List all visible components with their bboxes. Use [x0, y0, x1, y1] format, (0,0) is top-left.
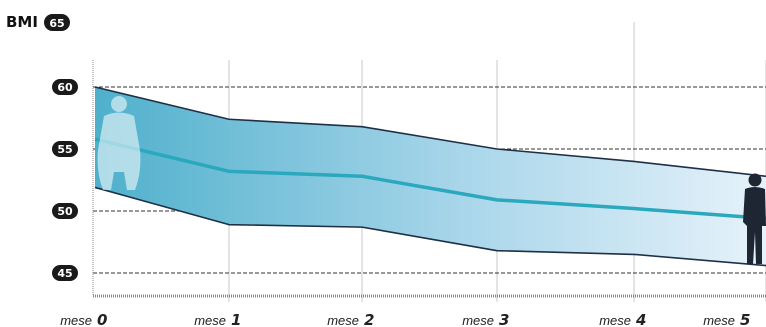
x-tick-prefix: mese — [327, 313, 359, 327]
y-tick-badge — [52, 141, 78, 157]
y-tick-label: 50 — [57, 205, 73, 218]
x-tick-prefix: mese — [462, 313, 494, 327]
band-area — [95, 87, 766, 266]
axes: 60 55 50 45 mese 0 mese 1 mese 2 mese 3 mese 4 mese 5 — [52, 60, 766, 327]
bmi-band — [94, 86, 766, 267]
chart-title: BMI — [6, 13, 38, 31]
x-tick-label: 4 — [635, 311, 646, 327]
y-tick-badge — [52, 265, 78, 281]
y-tick-badge — [52, 79, 78, 95]
x-tick-label: 5 — [740, 311, 750, 327]
x-tick-prefix: mese — [194, 313, 226, 327]
slim-silhouette-icon — [743, 173, 766, 264]
x-tick-label: 3 — [499, 311, 509, 327]
middle-trend-line — [94, 137, 766, 221]
title-badge-background — [44, 14, 70, 31]
y-tick-label: 55 — [57, 143, 72, 156]
x-tick-prefix: mese — [60, 313, 92, 327]
title-badge: 65 — [44, 14, 70, 31]
x-tick-label: 1 — [231, 311, 241, 327]
y-tick-label: 60 — [57, 81, 73, 94]
y-tick-label: 45 — [57, 267, 72, 280]
x-tick-label: 2 — [364, 311, 374, 327]
x-tick-label: 0 — [97, 311, 107, 327]
lower-bound-line — [94, 186, 766, 267]
x-tick-prefix: mese — [703, 313, 735, 327]
title-badge-label: 65 — [49, 17, 64, 30]
x-tick-prefix: mese — [599, 313, 631, 327]
silhouettes — [97, 96, 766, 264]
upper-bound-line — [94, 86, 766, 178]
overweight-silhouette-icon — [97, 96, 141, 190]
y-tick-badge — [52, 203, 78, 219]
